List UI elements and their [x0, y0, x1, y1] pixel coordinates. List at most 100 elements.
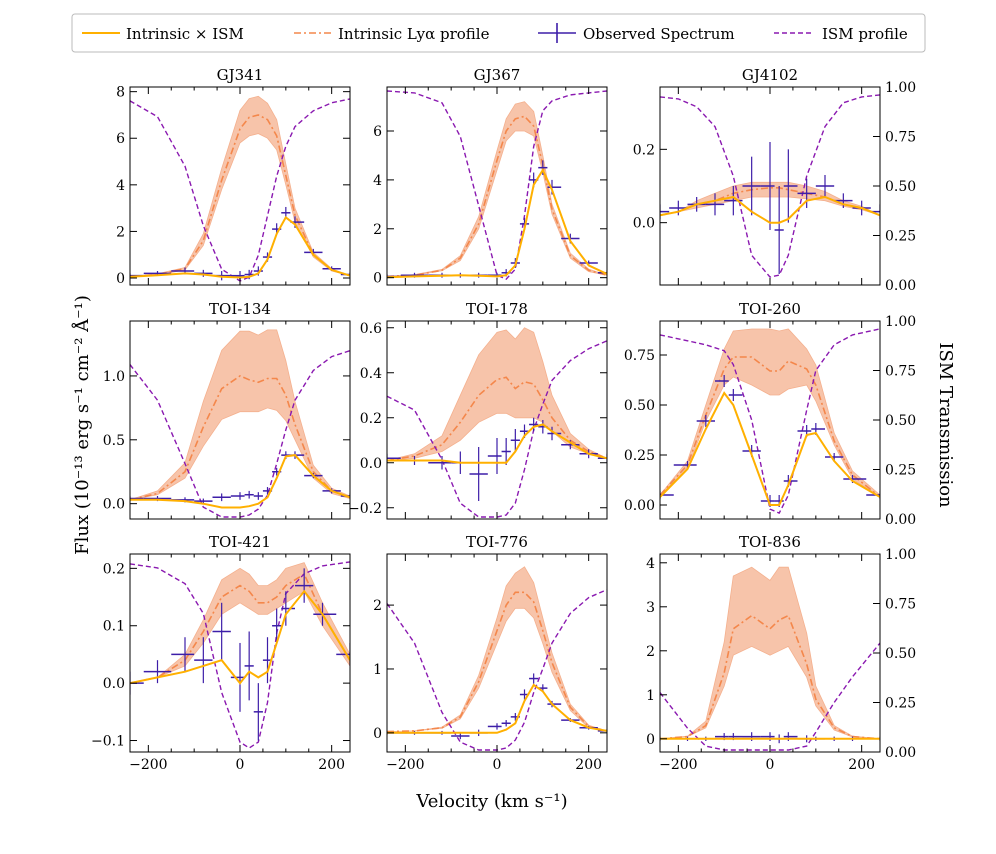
legend-intrinsic-lya-label: Intrinsic Lyα profile: [338, 25, 490, 43]
ism-profile-line: [660, 642, 880, 751]
y-tick-label: 0: [646, 732, 655, 748]
y2-tick-label: 0.00: [885, 278, 916, 294]
y-tick-label: 2: [373, 222, 382, 238]
y-tick-label: 0: [373, 271, 382, 287]
intrinsic-x-ism-line: [387, 423, 607, 464]
plot-area: [660, 566, 880, 751]
panels-grid: GJ34102468GJ3670246GJ41020.00.20.000.250…: [91, 66, 916, 773]
uncertainty-band: [660, 566, 880, 740]
panel-title: TOI-776: [466, 533, 528, 551]
intrinsic-x-ism-line: [387, 683, 607, 734]
intrinsic-lya-line: [387, 115, 607, 278]
intrinsic-x-ism-line: [130, 454, 350, 509]
y-tick-label: −0.1: [91, 734, 125, 750]
ism-profile-line: [387, 90, 607, 280]
y2-tick-label: 0.25: [885, 696, 916, 712]
y2-tick-label: 0.75: [885, 130, 916, 146]
legend-observed-label: Observed Spectrum: [583, 25, 735, 43]
y-tick-label: 0.2: [360, 411, 382, 427]
y-axis-label: Flux (10⁻¹³ erg s⁻¹ cm⁻² Å⁻¹): [71, 295, 93, 555]
y-tick-label: 0.6: [360, 321, 382, 337]
y-tick-label: 0.0: [103, 497, 125, 513]
uncertainty-band: [387, 101, 607, 277]
intrinsic-x-ism-line: [387, 168, 607, 279]
y-tick-label: −0.2: [348, 501, 382, 517]
y-tick-label: 0.0: [360, 456, 382, 472]
y2-axis-label: ISM Transmission: [935, 342, 956, 508]
x-tick-label: 200: [318, 757, 345, 773]
x-tick-label: 0: [493, 757, 502, 773]
uncertainty-band: [387, 566, 607, 732]
plot-area: [387, 327, 607, 518]
y-tick-label: 6: [373, 124, 382, 140]
panel-gj341: GJ341 0 2 4 6 8: [116, 66, 351, 287]
y2-tick-label: 0.00: [885, 745, 916, 761]
legend-observed: Observed Spectrum: [538, 23, 735, 43]
panel-frame: [386, 86, 608, 286]
panel-title: TOI-260: [739, 300, 801, 318]
panel-title: TOI-178: [466, 300, 528, 318]
intrinsic-lya-line: [660, 356, 880, 498]
y2-tick-label: 0.25: [885, 229, 916, 245]
y2-tick-label: 0.25: [885, 463, 916, 479]
y-tick-label: 1.0: [103, 369, 125, 385]
y-tick-label: 0.1: [103, 619, 125, 635]
uncertainty-band: [130, 329, 350, 501]
legend-intrinsic-x-ism-label: Intrinsic × ISM: [126, 25, 244, 43]
intrinsic-x-ism-line: [130, 215, 350, 279]
legend-intrinsic-lya: Intrinsic Lyα profile: [294, 25, 490, 43]
y-tick-label: 4: [373, 173, 382, 189]
panel-title: TOI-836: [739, 533, 801, 551]
uncertainty-band: [130, 95, 350, 278]
intrinsic-lya-line: [387, 591, 607, 733]
ism-profile-line: [130, 350, 350, 518]
y-tick-label: 3: [646, 600, 655, 616]
plot-area: [130, 95, 350, 282]
legend-intrinsic-x-ism: Intrinsic × ISM: [82, 25, 244, 43]
ism-profile-line: [660, 94, 880, 278]
y-tick-label: 0.00: [624, 498, 655, 514]
x-tick-label: 0: [766, 757, 775, 773]
ism-profile-line: [130, 561, 350, 749]
ism-profile-line: [660, 328, 880, 515]
panel-title: GJ367: [474, 66, 521, 84]
y2-tick-label: 1.00: [885, 314, 916, 330]
intrinsic-x-ism-line: [660, 391, 880, 506]
intrinsic-lya-line: [660, 614, 880, 740]
panel-title: TOI-421: [209, 533, 271, 551]
y-tick-label: 1: [646, 688, 655, 704]
intrinsic-x-ism-line: [130, 589, 350, 685]
y-tick-label: 0.2: [633, 142, 655, 158]
panel-gj367: GJ367 0 2 4 6: [373, 66, 608, 287]
y2-tick-label: 0.50: [885, 413, 916, 429]
y2-tick-label: 0.00: [885, 512, 916, 528]
x-tick-label: 200: [575, 757, 602, 773]
y-tick-label: 0.25: [624, 448, 655, 464]
intrinsic-x-ism-line: [660, 195, 880, 224]
uncertainty-band: [130, 562, 350, 684]
intrinsic-lya-line: [387, 376, 607, 462]
y-tick-label: 8: [116, 85, 125, 101]
y2-tick-label: 1.00: [885, 547, 916, 563]
ism-profile-line: [130, 98, 350, 282]
plot-area: [387, 90, 607, 280]
panel-title: TOI-134: [209, 300, 271, 318]
y2-tick-label: 0.50: [885, 646, 916, 662]
y-tick-label: 0.0: [633, 216, 655, 232]
x-tick-label: −200: [386, 757, 424, 773]
x-tick-label: −200: [129, 757, 167, 773]
y-tick-label: 0.4: [360, 366, 382, 382]
y-tick-label: 2: [646, 644, 655, 660]
intrinsic-lya-line: [130, 572, 350, 684]
y2-tick-label: 1.00: [885, 80, 916, 96]
plot-area: [660, 94, 880, 278]
y2-tick-label: 0.75: [885, 597, 916, 613]
ism-profile-line: [387, 588, 607, 751]
panel-toi-134: TOI-134 0.0 0.5 1.0: [103, 300, 351, 520]
legend-frame: [71, 13, 926, 53]
y-tick-label: 4: [646, 556, 655, 572]
y-tick-label: 0.5: [103, 433, 125, 449]
y-tick-label: 0.2: [103, 561, 125, 577]
